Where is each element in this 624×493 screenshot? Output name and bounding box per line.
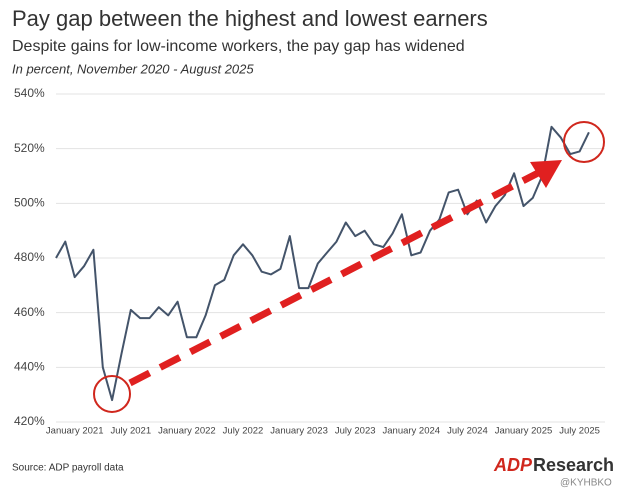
arrow-head: [530, 160, 562, 188]
x-tick-label: January 2024: [383, 426, 441, 437]
y-tick-label: 480%: [14, 250, 45, 264]
source: Source: ADP payroll data: [12, 463, 124, 474]
y-tick-label: 540%: [14, 86, 45, 100]
x-tick-label: July 2023: [335, 426, 376, 437]
y-tick-label: 460%: [14, 305, 45, 319]
x-tick-label: January 2025: [495, 426, 553, 437]
line: [55, 125, 590, 402]
chart-note: In percent, November 2020 - August 2025: [12, 61, 254, 76]
x-tick-label: January 2023: [270, 426, 328, 437]
plot: 420% 440% 460% 480% 500% 520% 540% January 2021…: [14, 86, 605, 437]
y-tick-label: 520%: [14, 141, 45, 155]
watermark: @KYHBKO: [560, 478, 612, 489]
x-tick-label: July 2022: [223, 426, 264, 437]
y-tick-label: 420%: [14, 414, 45, 428]
trend-arrow: [128, 168, 542, 387]
high-circle: [563, 121, 605, 163]
x-tick-label: January 2021: [46, 426, 104, 437]
y-tick-label: 500%: [14, 196, 45, 210]
y-tick-label: 440%: [14, 360, 45, 374]
x-tick-label: January 2022: [158, 426, 216, 437]
chart-title: Pay gap between the highest and lowest e…: [12, 6, 488, 31]
x-tick-label: July 2021: [110, 426, 151, 437]
logo-text: Research: [533, 455, 614, 475]
logo-brand: ADP: [493, 455, 533, 475]
low-circle: [93, 375, 131, 413]
x-tick-label: July 2024: [447, 426, 488, 437]
x-tick-label: July 2025: [559, 426, 600, 437]
chart-subtitle: Despite gains for low-income workers, th…: [12, 38, 465, 55]
